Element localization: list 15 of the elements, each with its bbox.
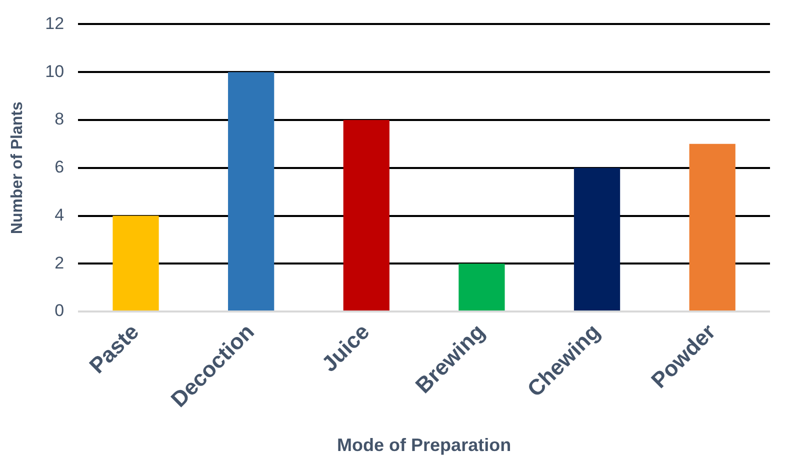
y-axis-title: Number of Plants: [9, 102, 26, 234]
y-tick-label: 0: [54, 301, 64, 320]
y-tick-label: 6: [54, 158, 64, 177]
bar: [112, 216, 159, 311]
y-tick-label: 8: [54, 110, 64, 129]
y-tick-label: 12: [45, 14, 64, 33]
y-tick-label: 10: [45, 62, 64, 81]
bar: [574, 168, 620, 311]
bar: [343, 120, 390, 311]
bar: [458, 264, 505, 311]
y-tick-label: 2: [54, 253, 64, 272]
x-axis-title: Mode of Preparation: [337, 435, 512, 456]
y-tick-label: 4: [54, 205, 64, 224]
bar: [689, 144, 736, 311]
bar: [228, 72, 274, 311]
